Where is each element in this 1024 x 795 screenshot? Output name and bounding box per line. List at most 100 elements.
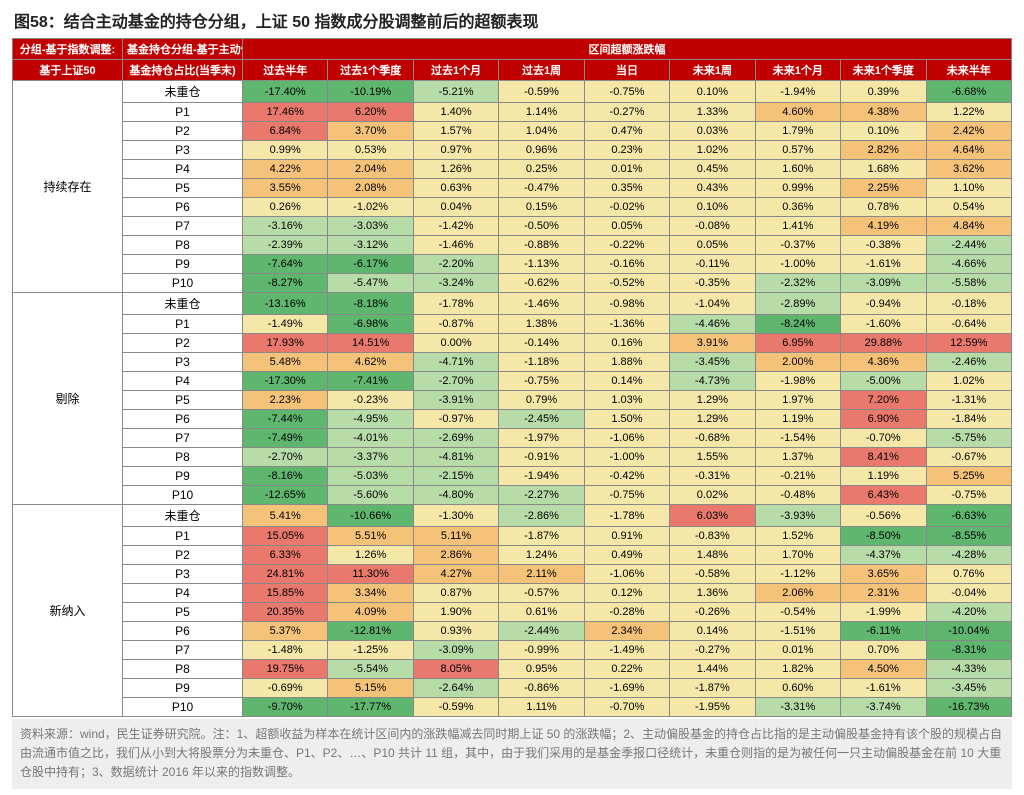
heatmap-cell: -0.69% xyxy=(243,679,328,698)
heatmap-cell: 6.84% xyxy=(243,122,328,141)
heatmap-cell: 3.65% xyxy=(841,565,926,584)
heatmap-cell: -0.47% xyxy=(499,179,584,198)
heatmap-cell: -0.28% xyxy=(584,603,669,622)
row-label: P7 xyxy=(123,217,243,236)
heatmap-cell: -10.19% xyxy=(328,81,413,103)
row-label: P6 xyxy=(123,622,243,641)
hdr-col-0: 过去半年 xyxy=(243,60,328,81)
heatmap-cell: -10.04% xyxy=(926,622,1012,641)
heatmap-cell: 15.85% xyxy=(243,584,328,603)
heatmap-cell: -2.70% xyxy=(243,448,328,467)
heatmap-cell: -4.66% xyxy=(926,255,1012,274)
row-label: P10 xyxy=(123,274,243,293)
heatmap-cell: -3.09% xyxy=(413,641,498,660)
heatmap-cell: -0.97% xyxy=(413,410,498,429)
heatmap-cell: 0.26% xyxy=(243,198,328,217)
heatmap-cell: -1.60% xyxy=(841,315,926,334)
heatmap-cell: -2.69% xyxy=(413,429,498,448)
heatmap-cell: -0.67% xyxy=(926,448,1012,467)
heatmap-cell: 2.42% xyxy=(926,122,1012,141)
heatmap-cell: -3.93% xyxy=(755,505,840,527)
heatmap-cell: 5.15% xyxy=(328,679,413,698)
heatmap-cell: 0.22% xyxy=(584,660,669,679)
heatmap-cell: -0.23% xyxy=(328,391,413,410)
heatmap-cell: 3.55% xyxy=(243,179,328,198)
table-row: P9-0.69%5.15%-2.64%-0.86%-1.69%-1.87%0.6… xyxy=(13,679,1012,698)
heatmap-cell: 0.15% xyxy=(499,198,584,217)
heatmap-cell: 1.24% xyxy=(499,546,584,565)
heatmap-cell: -0.98% xyxy=(584,293,669,315)
heatmap-cell: -1.61% xyxy=(841,679,926,698)
heatmap-cell: 0.36% xyxy=(755,198,840,217)
heatmap-cell: -8.27% xyxy=(243,274,328,293)
heatmap-cell: 5.51% xyxy=(328,527,413,546)
heatmap-cell: -13.16% xyxy=(243,293,328,315)
heatmap-cell: -1.46% xyxy=(413,236,498,255)
heatmap-cell: 1.37% xyxy=(755,448,840,467)
heatmap-cell: -1.25% xyxy=(328,641,413,660)
table-body: 持续存在未重仓-17.40%-10.19%-5.21%-0.59%-0.75%0… xyxy=(13,81,1012,717)
heatmap-cell: 4.22% xyxy=(243,160,328,179)
table-row: P117.46%6.20%1.40%1.14%-0.27%1.33%4.60%4… xyxy=(13,103,1012,122)
heatmap-cell: 0.78% xyxy=(841,198,926,217)
heatmap-cell: -0.22% xyxy=(584,236,669,255)
table-row: P415.85%3.34%0.87%-0.57%0.12%1.36%2.06%2… xyxy=(13,584,1012,603)
heatmap-cell: -7.41% xyxy=(328,372,413,391)
heatmap-cell: 2.23% xyxy=(243,391,328,410)
heatmap-cell: -4.73% xyxy=(670,372,755,391)
row-label: 未重仓 xyxy=(123,293,243,315)
heatmap-cell: 2.00% xyxy=(755,353,840,372)
heatmap-cell: 1.19% xyxy=(841,467,926,486)
heatmap-cell: -0.27% xyxy=(584,103,669,122)
heatmap-cell: 3.34% xyxy=(328,584,413,603)
heatmap-cell: 17.93% xyxy=(243,334,328,353)
heatmap-cell: -0.37% xyxy=(755,236,840,255)
table-row: P7-7.49%-4.01%-2.69%-1.97%-1.06%-0.68%-1… xyxy=(13,429,1012,448)
heatmap-cell: -0.88% xyxy=(499,236,584,255)
heatmap-cell: -3.45% xyxy=(926,679,1012,698)
heatmap-cell: 7.20% xyxy=(841,391,926,410)
heatmap-cell: -1.78% xyxy=(413,293,498,315)
heatmap-cell: -0.68% xyxy=(670,429,755,448)
heatmap-cell: 4.38% xyxy=(841,103,926,122)
heatmap-cell: 0.53% xyxy=(328,141,413,160)
heatmap-cell: -0.56% xyxy=(841,505,926,527)
heatmap-cell: 0.61% xyxy=(499,603,584,622)
heatmap-cell: 1.90% xyxy=(413,603,498,622)
heatmap-cell: -1.84% xyxy=(926,410,1012,429)
heatmap-cell: 8.05% xyxy=(413,660,498,679)
heatmap-cell: -1.13% xyxy=(499,255,584,274)
heatmap-cell: 11.30% xyxy=(328,565,413,584)
table-row: P9-8.16%-5.03%-2.15%-1.94%-0.42%-0.31%-0… xyxy=(13,467,1012,486)
heatmap-cell: 24.81% xyxy=(243,565,328,584)
row-label: P4 xyxy=(123,160,243,179)
row-label: P9 xyxy=(123,467,243,486)
table-row: P53.55%2.08%0.63%-0.47%0.35%0.43%0.99%2.… xyxy=(13,179,1012,198)
heatmap-cell: -0.42% xyxy=(584,467,669,486)
heatmap-cell: 1.82% xyxy=(755,660,840,679)
heatmap-cell: 1.10% xyxy=(926,179,1012,198)
heatmap-cell: -0.52% xyxy=(584,274,669,293)
heatmap-cell: -1.94% xyxy=(499,467,584,486)
heatmap-cell: -1.99% xyxy=(841,603,926,622)
heatmap-cell: -1.49% xyxy=(243,315,328,334)
heatmap-cell: -1.31% xyxy=(926,391,1012,410)
heatmap-cell: 5.11% xyxy=(413,527,498,546)
heatmap-cell: 1.70% xyxy=(755,546,840,565)
heatmap-cell: 0.23% xyxy=(584,141,669,160)
hdr-span: 区间超额涨跌幅 xyxy=(243,39,1012,60)
heatmap-cell: -6.17% xyxy=(328,255,413,274)
heatmap-cell: 0.14% xyxy=(670,622,755,641)
heatmap-cell: 0.04% xyxy=(413,198,498,217)
heatmap-cell: -1.00% xyxy=(584,448,669,467)
heatmap-cell: 19.75% xyxy=(243,660,328,679)
heatmap-cell: 4.60% xyxy=(755,103,840,122)
heatmap-cell: -1.51% xyxy=(755,622,840,641)
heatmap-cell: 6.90% xyxy=(841,410,926,429)
table-row: P6-7.44%-4.95%-0.97%-2.45%1.50%1.29%1.19… xyxy=(13,410,1012,429)
heatmap-cell: -12.65% xyxy=(243,486,328,505)
table-row: P1-1.49%-6.98%-0.87%1.38%-1.36%-4.46%-8.… xyxy=(13,315,1012,334)
heatmap-cell: -1.87% xyxy=(670,679,755,698)
heatmap-cell: -5.47% xyxy=(328,274,413,293)
hdr-col-7: 未来1个季度 xyxy=(841,60,926,81)
